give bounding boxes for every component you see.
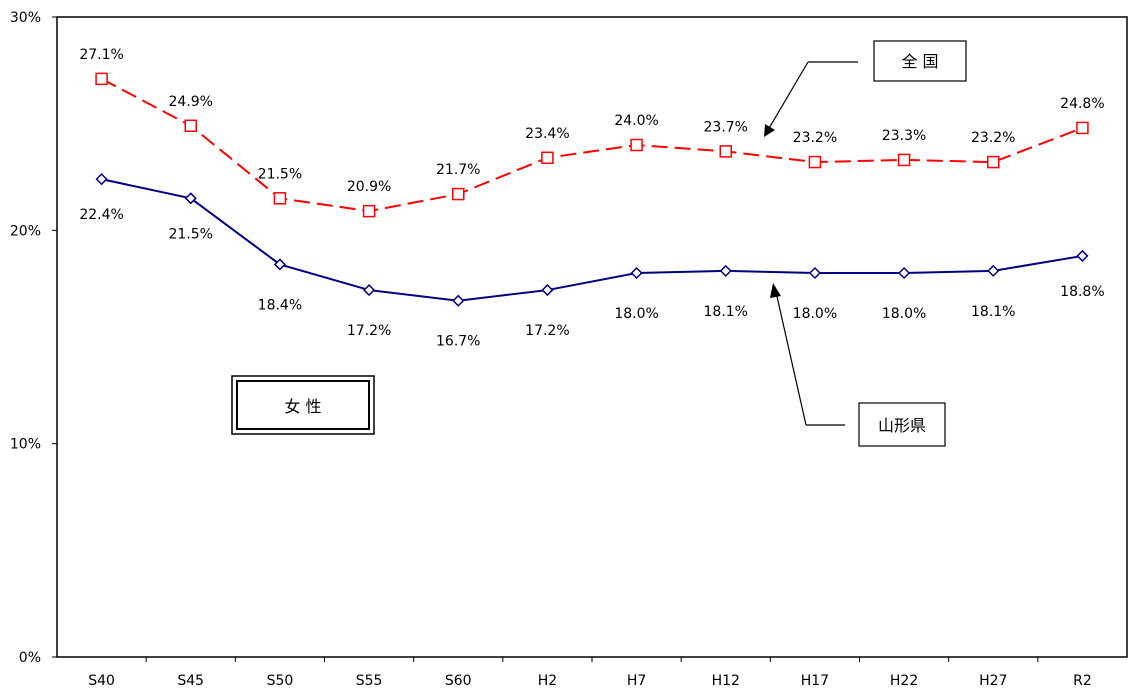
plot-area (56, 16, 1128, 658)
data-point-marker (452, 187, 465, 201)
data-label: 21.7% (436, 162, 480, 178)
data-point-marker (95, 173, 108, 186)
data-label: 18.1% (704, 304, 748, 320)
yamagata-label: 山形県 (878, 416, 926, 435)
national-arrow-head (764, 124, 775, 137)
x-axis: S40 S45 S50 S55 S60 H2 H7 H12 H17 H22 H27 R2 (88, 657, 1092, 689)
annotation-text: 女 性 (284, 397, 321, 416)
data-point-marker (184, 192, 197, 205)
data-point-marker (719, 145, 732, 158)
data-label: 23.2% (971, 130, 1015, 146)
data-label: 24.0% (614, 113, 658, 129)
data-point-marker (541, 151, 554, 165)
data-point-marker (1076, 249, 1089, 262)
data-label: 18.8% (1060, 284, 1104, 300)
data-label: 18.0% (614, 306, 658, 322)
data-label: 23.7% (704, 119, 748, 135)
x-tick-label: H7 (627, 673, 646, 689)
data-point-marker (630, 266, 643, 280)
annotation-inner-border (236, 380, 370, 430)
data-label: 21.5% (169, 226, 213, 242)
annotation-outer-border (231, 375, 375, 435)
legend-yamagata: 山形県 (770, 283, 946, 447)
series-yamagata: 22.4% 21.5% 18.4% 17.2% 16.7% 17.2% 18.0% 18.1%… (79, 173, 1105, 350)
data-point-marker (362, 204, 376, 218)
data-point-marker (1076, 121, 1089, 135)
data-label: 22.4% (79, 207, 123, 223)
data-point-marker (273, 192, 287, 205)
data-label: 17.2% (347, 323, 391, 339)
x-tick-label: H22 (890, 673, 918, 689)
data-label: 24.9% (169, 94, 213, 110)
x-tick-label: S60 (445, 673, 472, 689)
data-label: 18.4% (258, 297, 302, 313)
data-point-marker (898, 266, 911, 280)
data-point-marker (541, 284, 554, 297)
series-line (101, 77, 1083, 213)
data-label: 18.1% (971, 304, 1015, 320)
x-tick-label: S55 (356, 673, 383, 689)
x-tick-label: S40 (88, 673, 115, 689)
data-point-marker (808, 266, 821, 280)
data-point-marker (719, 264, 732, 277)
data-label: 24.8% (1060, 96, 1104, 112)
data-point-marker (987, 264, 1000, 277)
gender-annotation: 女 性 (231, 375, 375, 435)
data-label: 27.1% (79, 47, 123, 63)
data-label: 21.5% (258, 166, 302, 182)
x-tick-label: R2 (1073, 673, 1092, 689)
y-tick-label: 0% (19, 650, 41, 666)
data-label: 23.4% (525, 126, 569, 142)
data-label: 20.9% (347, 179, 391, 195)
national-label: 全 国 (901, 52, 938, 71)
data-point-marker (273, 258, 286, 271)
y-tick-label: 20% (10, 223, 41, 239)
y-axis: 0% 10% 20% 30% (10, 10, 57, 666)
national-label-box (873, 40, 967, 82)
x-tick-label: H27 (979, 673, 1007, 689)
data-point-marker (987, 155, 1000, 169)
data-point-marker (452, 294, 465, 307)
data-label: 17.2% (525, 323, 569, 339)
data-label: 16.7% (436, 334, 480, 350)
series-line (101, 178, 1083, 302)
data-point-marker (630, 138, 643, 152)
x-tick-label: S45 (177, 673, 204, 689)
data-point-marker (808, 155, 822, 169)
x-tick-label: H17 (801, 673, 829, 689)
x-tick-label: H12 (712, 673, 740, 689)
data-label: 23.2% (793, 130, 837, 146)
national-arrow-line (767, 61, 809, 131)
series-national: 27.1% 24.9% 21.5% 20.9% 21.7% 23.4% 24.0% 23.7%… (79, 47, 1105, 218)
data-point-marker (897, 153, 911, 167)
y-tick-label: 10% (10, 437, 41, 453)
yamagata-label-box (858, 402, 946, 447)
data-point-marker (184, 119, 197, 133)
data-label: 18.0% (882, 306, 926, 322)
data-label: 18.0% (793, 306, 837, 322)
legend-national: 全 国 (764, 40, 967, 137)
yamagata-arrow-line (775, 291, 807, 426)
y-tick-label: 30% (10, 10, 41, 26)
x-tick-label: H2 (538, 673, 557, 689)
data-point-marker (95, 72, 108, 86)
yamagata-arrow-head (770, 283, 781, 298)
series-layer: 27.1% 24.9% 21.5% 20.9% 21.7% 23.4% 24.0% 23.7%… (79, 47, 1104, 350)
data-label: 23.3% (882, 128, 926, 144)
data-point-marker (363, 284, 376, 297)
x-tick-label: S50 (267, 673, 294, 689)
